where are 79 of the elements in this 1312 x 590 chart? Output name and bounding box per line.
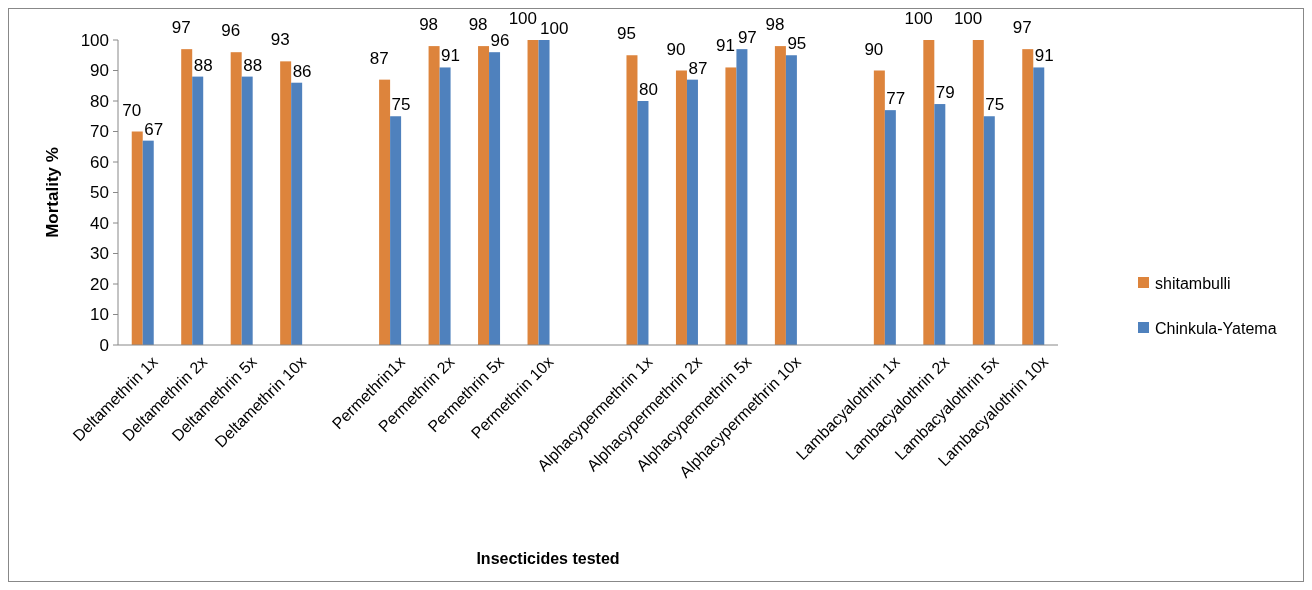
y-tick-label: 40 — [90, 213, 109, 233]
bar — [873, 70, 885, 345]
data-label: 97 — [737, 28, 757, 48]
bar — [478, 46, 490, 345]
data-label: 67 — [144, 119, 164, 139]
data-label: 95 — [617, 24, 636, 44]
data-label: 100 — [953, 9, 983, 28]
data-label: 90 — [864, 39, 884, 59]
y-tick-label: 0 — [99, 335, 109, 355]
data-label: 97 — [171, 18, 191, 38]
data-label: 88 — [243, 55, 263, 75]
bar — [291, 82, 303, 345]
bar — [637, 101, 649, 345]
data-label: 86 — [292, 61, 312, 81]
bar — [675, 70, 687, 345]
y-tick-label: 50 — [90, 183, 109, 203]
data-label: 98 — [419, 15, 439, 35]
data-label: 97 — [1012, 18, 1032, 38]
data-label: 88 — [193, 55, 213, 75]
bar — [280, 61, 292, 345]
data-label: 100 — [540, 19, 569, 38]
y-tick-label: 20 — [90, 274, 109, 294]
bar — [241, 76, 253, 345]
data-label: 91 — [1034, 46, 1054, 66]
bar — [131, 131, 143, 345]
bar — [736, 49, 748, 345]
x-axis-title: Insecticides tested — [476, 550, 620, 567]
y-tick-label: 90 — [90, 61, 109, 81]
data-label: 75 — [391, 95, 411, 115]
y-axis-title: Mortality % — [43, 147, 62, 238]
y-tick-label: 100 — [80, 30, 109, 50]
data-label: 90 — [666, 39, 686, 59]
data-label: 87 — [688, 58, 708, 78]
bar — [379, 79, 391, 345]
y-tick-label: 60 — [90, 152, 109, 172]
data-label: 91 — [441, 46, 460, 66]
bar — [390, 116, 402, 345]
data-label: 93 — [270, 30, 290, 50]
data-label: 96 — [490, 31, 510, 51]
bar — [686, 79, 698, 345]
bar — [142, 140, 154, 345]
bar — [192, 76, 204, 345]
data-label: 95 — [787, 34, 807, 54]
bar — [181, 49, 193, 345]
bar — [489, 52, 501, 345]
bar — [972, 40, 984, 345]
data-label: 96 — [221, 21, 241, 41]
bar — [538, 40, 550, 345]
bar — [923, 40, 935, 345]
bar — [439, 67, 451, 345]
data-label: 91 — [716, 36, 735, 56]
bar — [1033, 67, 1045, 345]
bar — [983, 116, 995, 345]
bar — [774, 46, 786, 345]
bar — [230, 52, 242, 345]
data-label: 98 — [468, 15, 488, 35]
data-label: 100 — [904, 9, 933, 28]
data-label: 75 — [985, 95, 1005, 115]
bar — [1022, 49, 1034, 345]
y-tick-label: 30 — [90, 244, 109, 264]
bar — [785, 55, 797, 345]
bar — [934, 104, 946, 345]
y-tick-label: 80 — [90, 91, 109, 111]
bar — [626, 55, 638, 345]
y-tick-label: 10 — [90, 305, 109, 325]
legend-label: Chinkula-Yatema — [1155, 319, 1277, 337]
data-label: 87 — [369, 48, 389, 68]
bar — [725, 67, 737, 345]
data-label: 100 — [508, 9, 538, 28]
bar — [527, 40, 539, 345]
bar — [884, 110, 896, 345]
data-label: 98 — [765, 15, 785, 35]
data-label: 70 — [122, 100, 142, 120]
y-tick-label: 70 — [90, 122, 109, 142]
data-label: 79 — [935, 83, 955, 103]
data-label: 80 — [638, 80, 658, 99]
data-label: 77 — [886, 89, 906, 109]
bar — [428, 46, 440, 345]
legend-label: shitambulli — [1155, 274, 1231, 292]
